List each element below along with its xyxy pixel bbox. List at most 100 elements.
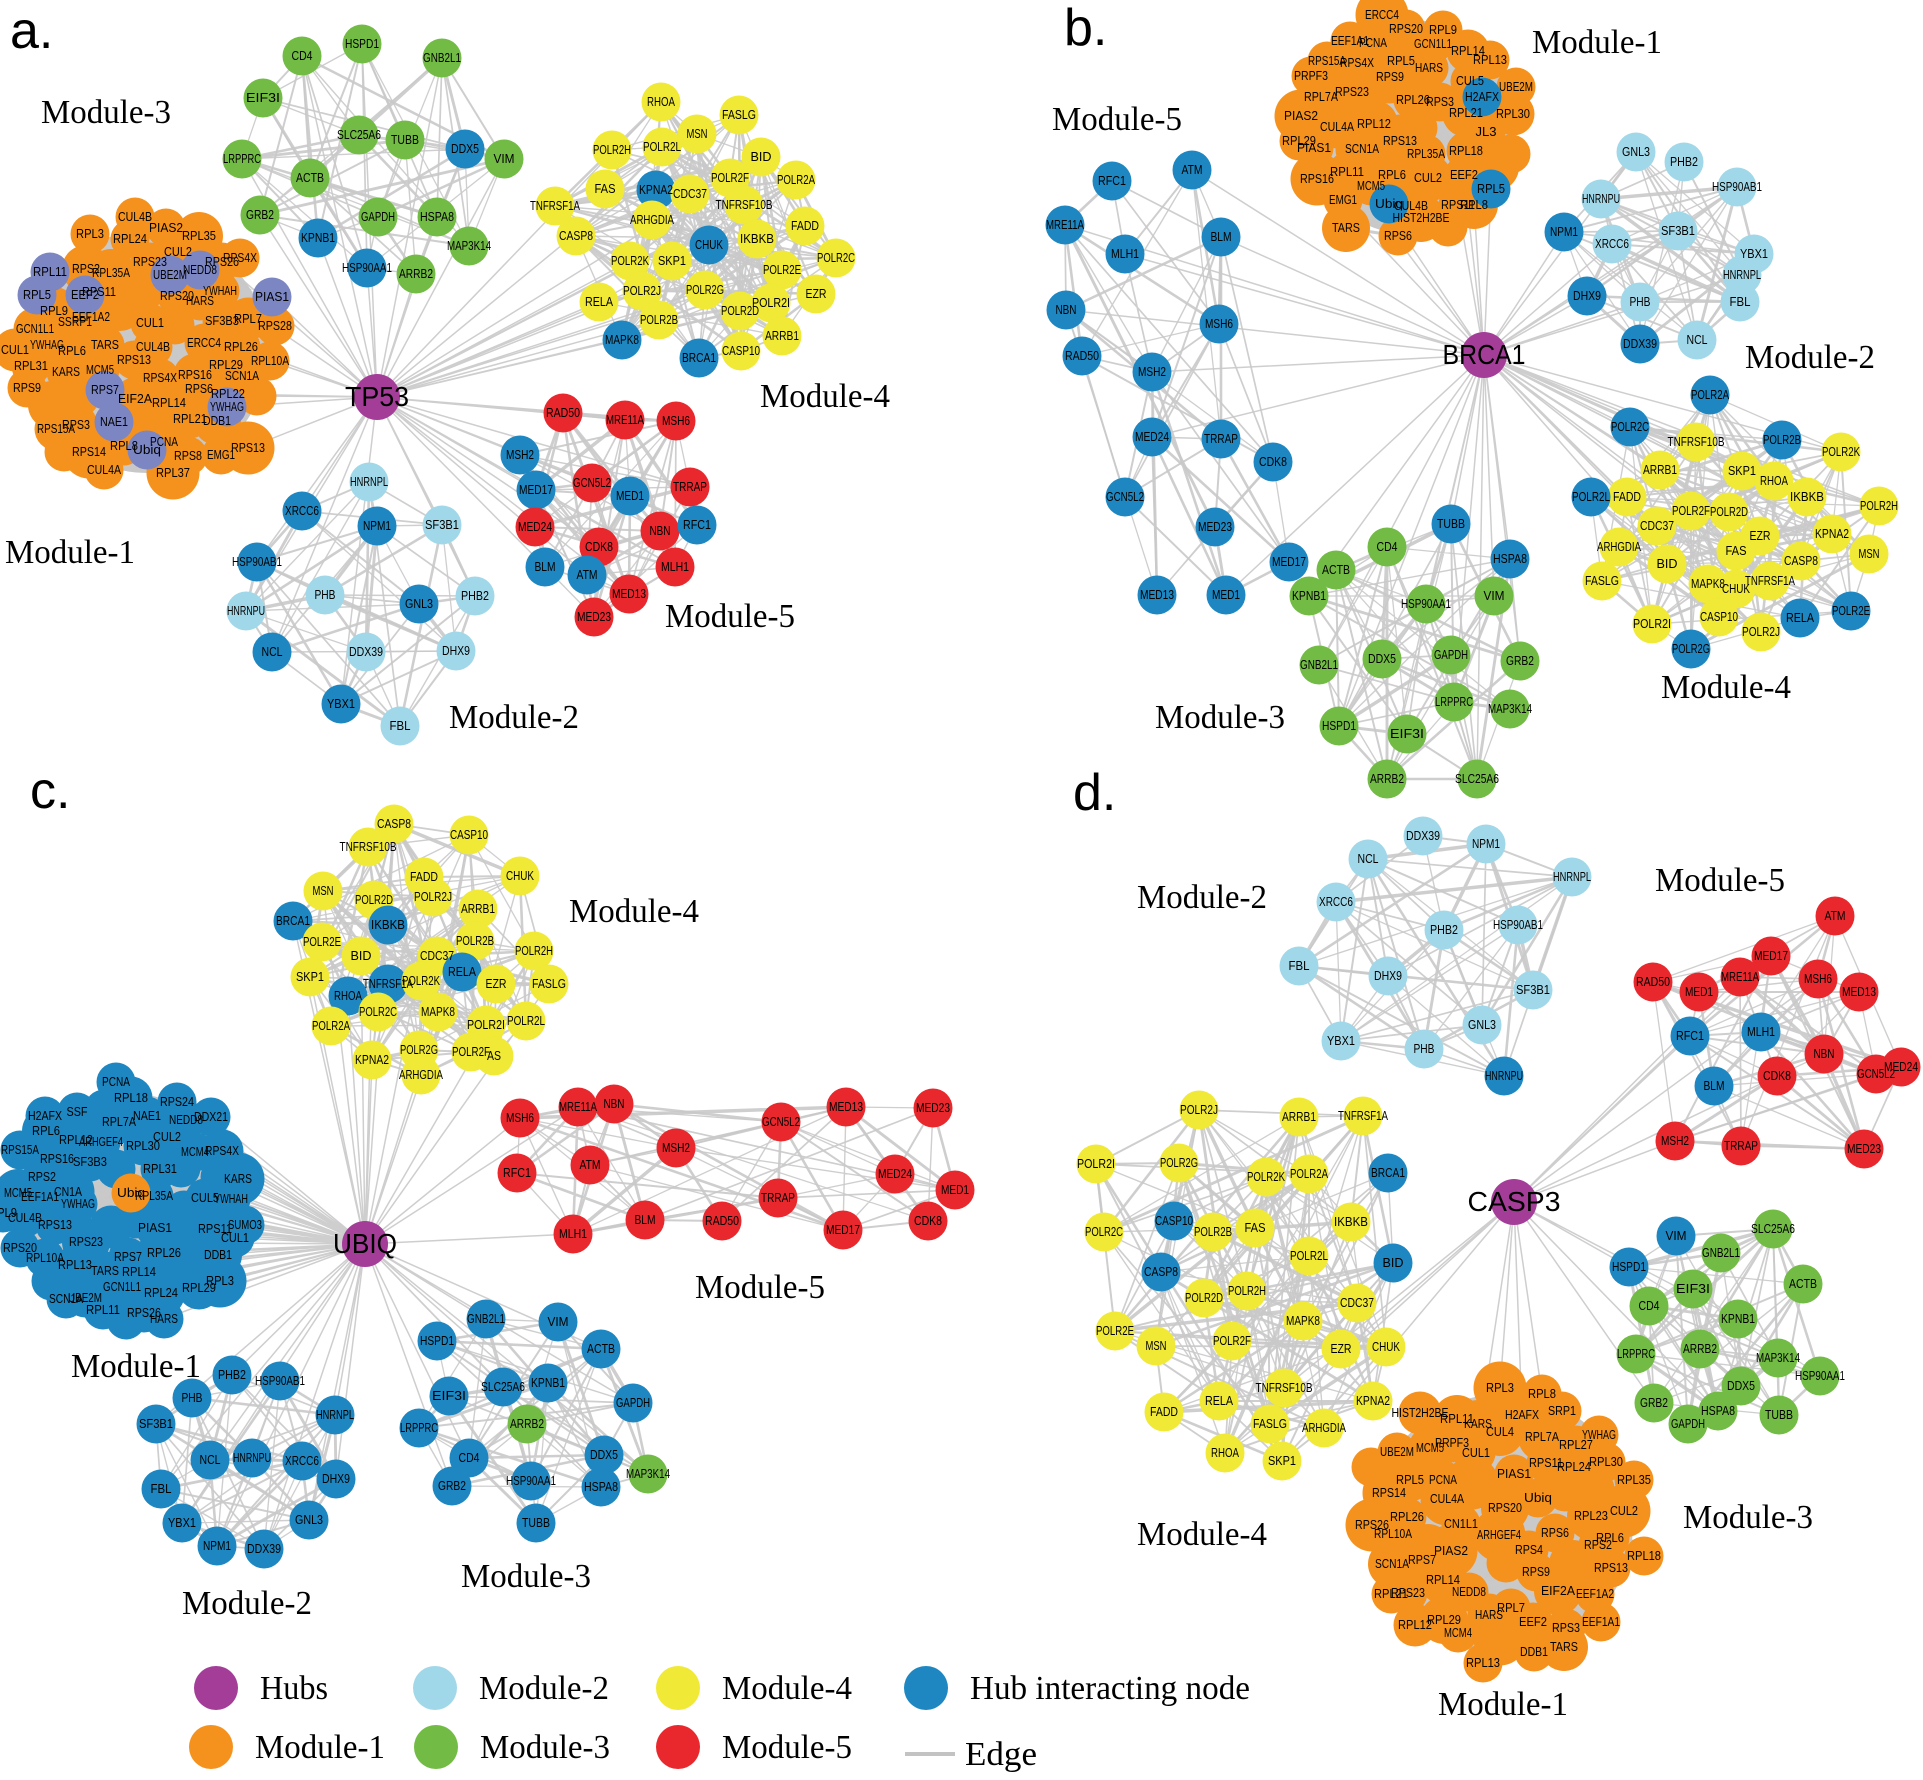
svg-text:ATM: ATM [580, 1158, 601, 1172]
svg-text:KPNB1: KPNB1 [1721, 1312, 1755, 1326]
svg-text:RPL30: RPL30 [126, 1139, 160, 1153]
svg-text:POLR2B: POLR2B [640, 313, 678, 327]
svg-text:MED24: MED24 [878, 1167, 912, 1181]
svg-text:TRRAP: TRRAP [673, 480, 707, 494]
svg-text:GCN1L1: GCN1L1 [16, 322, 54, 336]
svg-text:TUBB: TUBB [1437, 517, 1465, 531]
svg-text:TARS: TARS [1332, 221, 1360, 235]
svg-text:FASLG: FASLG [532, 977, 566, 991]
svg-text:HNRNPL: HNRNPL [1553, 870, 1591, 884]
svg-text:ARRB2: ARRB2 [1370, 772, 1404, 786]
svg-text:HSPA8: HSPA8 [1493, 552, 1527, 566]
svg-text:CUL1: CUL1 [1, 343, 29, 357]
svg-text:CASP10: CASP10 [1700, 610, 1738, 624]
svg-text:UBE2M: UBE2M [1380, 1445, 1414, 1459]
svg-text:MLH1: MLH1 [661, 560, 689, 574]
svg-text:MED17: MED17 [826, 1223, 860, 1237]
svg-text:POLR2K: POLR2K [402, 974, 440, 988]
svg-text:GCN1L1: GCN1L1 [103, 1280, 141, 1294]
svg-text:POLR2A: POLR2A [1691, 388, 1729, 402]
svg-text:TNFRSF1A: TNFRSF1A [1745, 574, 1796, 588]
svg-text:Module-5: Module-5 [665, 598, 795, 635]
svg-text:Module-4: Module-4 [722, 1670, 852, 1707]
svg-text:Ubiq: Ubiq [117, 1186, 145, 1200]
svg-text:MED17: MED17 [519, 483, 553, 497]
svg-text:RPL18: RPL18 [1449, 144, 1483, 158]
svg-text:DHX9: DHX9 [322, 1472, 350, 1486]
svg-text:POLR2K: POLR2K [1247, 1170, 1285, 1184]
svg-text:KPNA2: KPNA2 [1815, 527, 1849, 541]
svg-text:NCL: NCL [1687, 333, 1708, 347]
svg-text:RPL5: RPL5 [23, 288, 51, 302]
svg-text:RPL3: RPL3 [1486, 1381, 1514, 1395]
svg-text:HSP90AA1: HSP90AA1 [1795, 1369, 1845, 1383]
svg-text:NEDD8: NEDD8 [183, 263, 217, 277]
svg-text:POLR2J: POLR2J [414, 890, 452, 904]
svg-text:GRB2: GRB2 [1506, 654, 1534, 668]
svg-text:EEF1A2: EEF1A2 [1576, 1587, 1614, 1601]
svg-text:MAPK8: MAPK8 [1286, 1314, 1320, 1328]
svg-text:RPS8: RPS8 [174, 449, 202, 463]
svg-text:GAPDH: GAPDH [1434, 648, 1468, 662]
svg-text:RAD50: RAD50 [546, 406, 580, 420]
svg-text:RPL21: RPL21 [1449, 106, 1483, 120]
svg-text:KARS: KARS [224, 1172, 252, 1186]
svg-text:CUL1: CUL1 [136, 316, 164, 330]
svg-text:RPS7: RPS7 [1408, 1553, 1436, 1567]
svg-text:RFC1: RFC1 [1676, 1029, 1704, 1043]
svg-text:FADD: FADD [791, 219, 819, 233]
svg-text:ARHGDIA: ARHGDIA [1597, 540, 1642, 554]
svg-text:DDX39: DDX39 [1406, 829, 1440, 843]
svg-text:MSH6: MSH6 [1804, 972, 1832, 986]
svg-text:CDC37: CDC37 [420, 949, 454, 963]
svg-text:HSP90AB1: HSP90AB1 [1493, 918, 1543, 932]
svg-text:BRCA1: BRCA1 [1371, 1166, 1405, 1180]
svg-text:PHB: PHB [1414, 1042, 1435, 1056]
svg-text:RPS11: RPS11 [82, 285, 116, 299]
svg-text:CHUK: CHUK [695, 238, 724, 252]
svg-text:PCNA: PCNA [102, 1075, 131, 1089]
svg-text:RPL12: RPL12 [1357, 117, 1391, 131]
svg-text:RPL21: RPL21 [1374, 1587, 1408, 1601]
svg-text:YBX1: YBX1 [327, 697, 355, 711]
svg-text:MED23: MED23 [1198, 520, 1232, 534]
svg-text:UBE2M: UBE2M [153, 268, 187, 282]
svg-text:MRE11A: MRE11A [559, 1100, 598, 1114]
svg-text:GNL3: GNL3 [295, 1513, 323, 1527]
svg-text:YWHAH: YWHAH [214, 1192, 248, 1206]
svg-text:NPM1: NPM1 [1472, 837, 1500, 851]
svg-text:KPNB1: KPNB1 [531, 1376, 565, 1390]
svg-text:RFC1: RFC1 [683, 518, 711, 532]
svg-text:POLR2G: POLR2G [1160, 1156, 1198, 1170]
svg-text:LRPPRC: LRPPRC [400, 1421, 438, 1435]
svg-text:MED13: MED13 [829, 1100, 863, 1114]
svg-text:POLR2I: POLR2I [1077, 1157, 1115, 1171]
svg-text:FADD: FADD [410, 870, 438, 884]
svg-text:PHB2: PHB2 [461, 589, 489, 603]
svg-text:Module-2: Module-2 [182, 1585, 312, 1622]
svg-text:POLR2L: POLR2L [1290, 1249, 1328, 1263]
svg-text:NPM1: NPM1 [203, 1539, 231, 1553]
svg-text:RPL3: RPL3 [76, 227, 104, 241]
svg-text:EZR: EZR [1331, 1342, 1352, 1356]
svg-text:RPS26: RPS26 [127, 1306, 161, 1320]
svg-text:ACTB: ACTB [587, 1342, 615, 1356]
svg-text:CD4: CD4 [292, 49, 313, 63]
svg-text:RPL27: RPL27 [1559, 1438, 1593, 1452]
svg-text:FAS: FAS [595, 182, 616, 196]
svg-text:PHB2: PHB2 [1670, 155, 1698, 169]
svg-text:PIAS1: PIAS1 [138, 1221, 172, 1235]
svg-text:MAPK8: MAPK8 [1691, 577, 1725, 591]
svg-text:FADD: FADD [1150, 1405, 1178, 1419]
svg-text:RPL14: RPL14 [152, 396, 186, 410]
svg-text:RPL29: RPL29 [209, 358, 243, 372]
svg-text:MCM5: MCM5 [1416, 1441, 1444, 1455]
svg-text:POLR2L: POLR2L [507, 1014, 545, 1028]
svg-text:ERCC4: ERCC4 [1365, 8, 1399, 22]
svg-text:HIST2H2BE: HIST2H2BE [1393, 211, 1450, 225]
svg-text:LRPPRC: LRPPRC [1435, 695, 1473, 709]
svg-text:YWHAH: YWHAH [203, 284, 237, 298]
svg-text:SF3B1: SF3B1 [1516, 983, 1550, 997]
svg-text:BID: BID [1383, 1256, 1404, 1270]
svg-text:CDC37: CDC37 [1640, 519, 1674, 533]
